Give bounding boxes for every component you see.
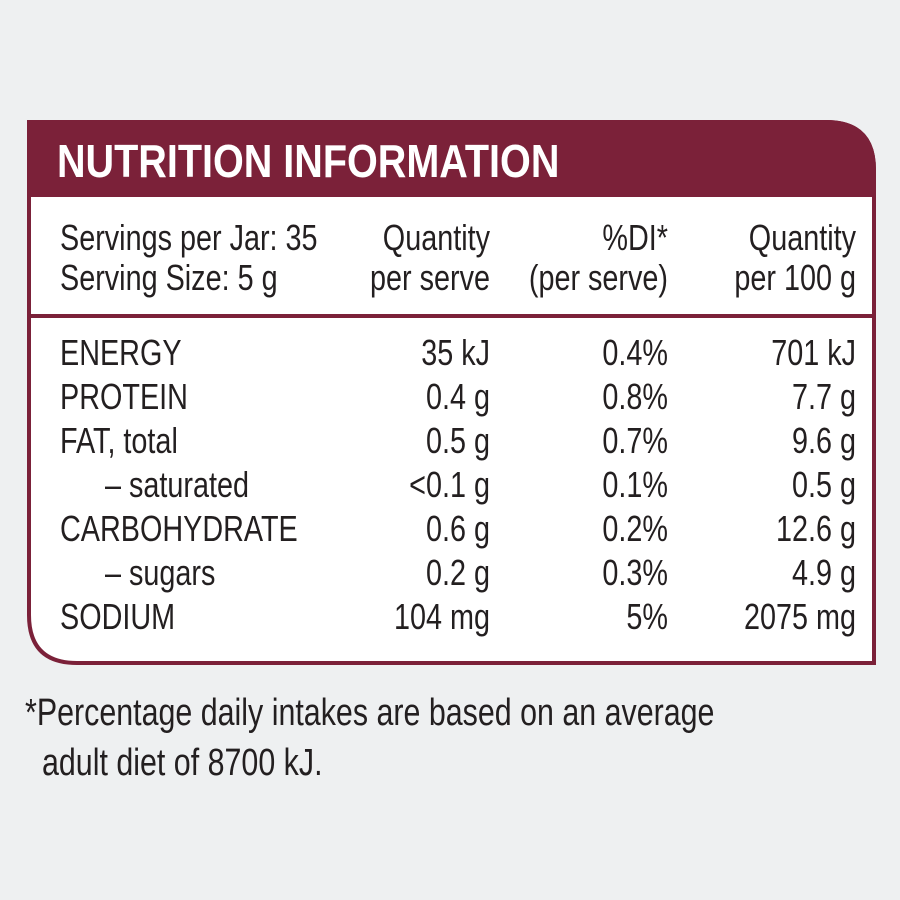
nutrient-value-group: 0.6 g xyxy=(426,508,490,549)
nutrient-name-group: PROTEIN xyxy=(60,376,188,417)
column-header-group: per serve xyxy=(370,257,490,298)
nutrient-name: SODIUM xyxy=(60,596,175,637)
footnote-group: adult diet of 8700 kJ. xyxy=(42,742,323,784)
column-header-group: (per serve) xyxy=(529,257,668,298)
nutrient-value: 9.6 g xyxy=(792,420,856,461)
nutrient-value: 2075 mg xyxy=(744,596,856,637)
nutrient-value: 7.7 g xyxy=(792,376,856,417)
nutrient-value-group: 0.5 g xyxy=(792,464,856,505)
nutrient-value-group: <0.1 g xyxy=(409,464,490,505)
title: NUTRITION INFORMATION xyxy=(57,136,559,187)
footnote-group: *Percentage daily intakes are based on a… xyxy=(25,692,714,734)
column-header: (per serve) xyxy=(529,257,668,298)
column-header: per 100 g xyxy=(734,257,856,298)
nutrient-value: 701 kJ xyxy=(771,332,856,373)
nutrient-name: – sugars xyxy=(105,552,215,593)
column-header-group: %DI* xyxy=(602,217,668,258)
nutrient-value-group: 701 kJ xyxy=(771,332,856,373)
nutrient-value-group: 9.6 g xyxy=(792,420,856,461)
nutrient-value-group: 0.2% xyxy=(602,508,668,549)
column-header: %DI* xyxy=(602,217,668,258)
nutrient-value-group: 4.9 g xyxy=(792,552,856,593)
nutrient-value-group: 35 kJ xyxy=(421,332,490,373)
nutrient-value-group: 0.7% xyxy=(602,420,668,461)
nutrient-name-group: – sugars xyxy=(105,552,215,593)
nutrient-value: 0.2% xyxy=(602,508,668,549)
nutrient-value: 0.7% xyxy=(602,420,668,461)
nutrient-name: CARBOHYDRATE xyxy=(60,508,298,549)
column-header: per serve xyxy=(370,257,490,298)
serving-info-group: Serving Size: 5 g xyxy=(60,257,278,298)
nutrient-value: 0.1% xyxy=(602,464,668,505)
nutrient-name-group: CARBOHYDRATE xyxy=(60,508,298,549)
nutrient-value-group: 0.8% xyxy=(602,376,668,417)
nutrient-value-group: 0.3% xyxy=(602,552,668,593)
nutrient-value-group: 0.2 g xyxy=(426,552,490,593)
nutrient-name-group: FAT, total xyxy=(60,420,178,461)
footnote: *Percentage daily intakes are based on a… xyxy=(25,692,714,734)
nutrient-name: – saturated xyxy=(105,464,249,505)
nutrient-value: 0.4% xyxy=(602,332,668,373)
nutrient-value-group: 2075 mg xyxy=(744,596,856,637)
nutrient-value-group: 0.4% xyxy=(602,332,668,373)
title-band xyxy=(27,120,876,197)
column-header: Quantity xyxy=(749,217,857,258)
nutrient-value: 0.6 g xyxy=(426,508,490,549)
footnote: adult diet of 8700 kJ. xyxy=(42,742,323,784)
nutrient-value: 0.3% xyxy=(602,552,668,593)
serving-info: Serving Size: 5 g xyxy=(60,257,278,298)
nutrient-value-group: 12.6 g xyxy=(776,508,856,549)
nutrient-name-group: – saturated xyxy=(105,464,249,505)
nutrient-value: 0.5 g xyxy=(426,420,490,461)
nutrient-value-group: 104 mg xyxy=(394,596,490,637)
column-header: Quantity xyxy=(383,217,491,258)
column-header-group: Quantity xyxy=(749,217,857,258)
serving-info: Servings per Jar: 35 xyxy=(60,217,318,258)
nutrient-value: 12.6 g xyxy=(776,508,856,549)
nutrient-value: <0.1 g xyxy=(409,464,490,505)
nutrient-value-group: 0.4 g xyxy=(426,376,490,417)
nutrient-value: 5% xyxy=(626,596,668,637)
nutrient-name: ENERGY xyxy=(60,332,182,373)
nutrient-value: 4.9 g xyxy=(792,552,856,593)
column-header-group: Quantity xyxy=(383,217,491,258)
nutrient-name: FAT, total xyxy=(60,420,178,461)
nutrient-value-group: 7.7 g xyxy=(792,376,856,417)
serving-info-group: Servings per Jar: 35 xyxy=(60,217,318,258)
nutrient-value: 0.2 g xyxy=(426,552,490,593)
nutrient-name-group: ENERGY xyxy=(60,332,182,373)
nutrient-value-group: 5% xyxy=(626,596,668,637)
nutrient-value-group: 0.5 g xyxy=(426,420,490,461)
column-header-group: per 100 g xyxy=(734,257,856,298)
nutrient-value: 0.5 g xyxy=(792,464,856,505)
nutrient-value: 0.4 g xyxy=(426,376,490,417)
nutrient-name: PROTEIN xyxy=(60,376,188,417)
nutrient-name-group: SODIUM xyxy=(60,596,175,637)
nutrient-value: 104 mg xyxy=(394,596,490,637)
title-group: NUTRITION INFORMATION xyxy=(57,136,559,187)
nutrient-value: 35 kJ xyxy=(421,332,490,373)
nutrient-value: 0.8% xyxy=(602,376,668,417)
nutrient-value-group: 0.1% xyxy=(602,464,668,505)
